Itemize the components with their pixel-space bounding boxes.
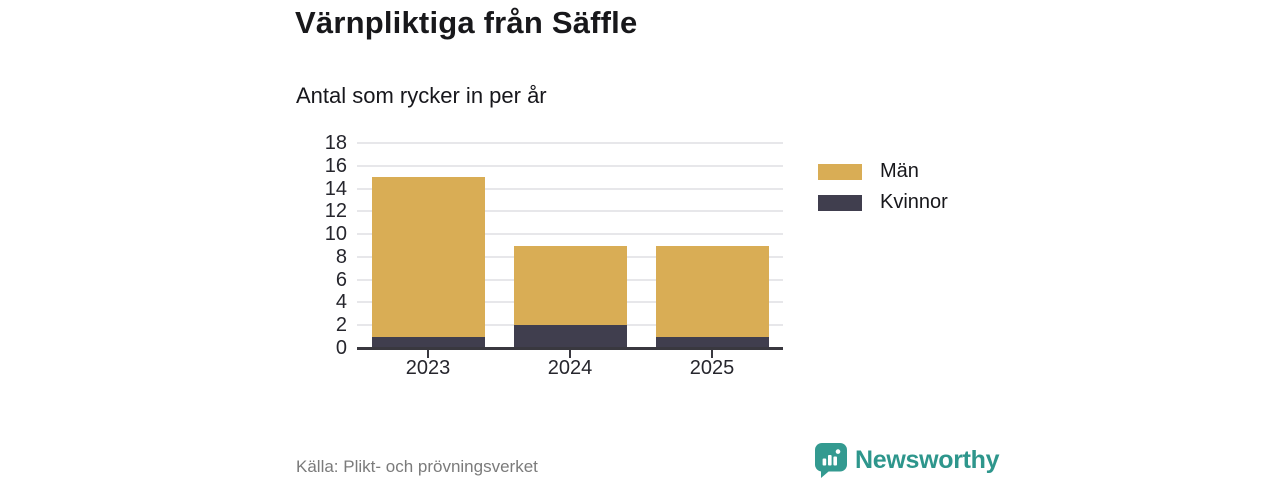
y-axis-tick-label-14: 14	[324, 177, 347, 200]
chart-subtitle: Antal som rycker in per år	[296, 83, 547, 108]
source-note: Källa: Plikt- och prövningsverket	[296, 457, 538, 476]
x-axis-tick-2023	[427, 350, 429, 358]
bar-2023-kvinnor	[371, 336, 485, 348]
bar-2025-män	[655, 245, 769, 337]
newsworthy-icon	[815, 443, 847, 478]
legend-item-män: Män	[818, 160, 948, 182]
newsworthy-wordmark: Newsworthy	[855, 445, 1000, 474]
x-axis-tick-2024	[569, 350, 571, 358]
bar-2025-kvinnor	[655, 336, 769, 348]
bar-2024-män	[513, 245, 627, 326]
bar-2024-kvinnor	[513, 325, 627, 348]
y-axis-tick-label-4: 4	[335, 291, 347, 314]
x-axis-label-2023: 2023	[405, 357, 451, 379]
y-axis-tick-label-0: 0	[335, 337, 347, 359]
gridline-16	[357, 164, 783, 167]
gridline-18	[357, 142, 783, 144]
y-axis-tick-label-10: 10	[324, 223, 347, 246]
plot-area: 0 2 4 6 8 10 12 14 16 18 2023 2024 2025	[325, 132, 783, 379]
legend-swatch-män	[818, 163, 862, 180]
y-axis-tick-label-8: 8	[335, 245, 347, 268]
newsworthy-logo: Newsworthy	[814, 442, 1000, 478]
legend-label: Män	[880, 160, 919, 182]
y-axis-tick-label-16: 16	[324, 154, 347, 177]
chart-title: Värnpliktiga från Säffle	[295, 5, 638, 40]
y-axis-tick-label-2: 2	[335, 314, 347, 337]
legend-swatch-kvinnor	[818, 194, 862, 211]
x-axis-tick-2025	[711, 350, 713, 358]
legend-label: Kvinnor	[880, 191, 948, 213]
y-axis-tick-label-6: 6	[335, 268, 347, 291]
legend-item-kvinnor: Kvinnor	[818, 191, 948, 213]
legend: Män Kvinnor	[818, 160, 948, 223]
x-axis-label-2025: 2025	[689, 357, 735, 379]
x-axis-label-2024: 2024	[547, 357, 593, 379]
y-axis-tick-label-12: 12	[324, 200, 347, 223]
bar-2023-män	[371, 177, 485, 337]
x-axis-line	[357, 347, 783, 350]
y-axis-tick-label-18: 18	[324, 132, 347, 154]
gridline-10	[357, 233, 783, 236]
gridline-14	[357, 187, 783, 190]
gridline-12	[357, 210, 783, 213]
